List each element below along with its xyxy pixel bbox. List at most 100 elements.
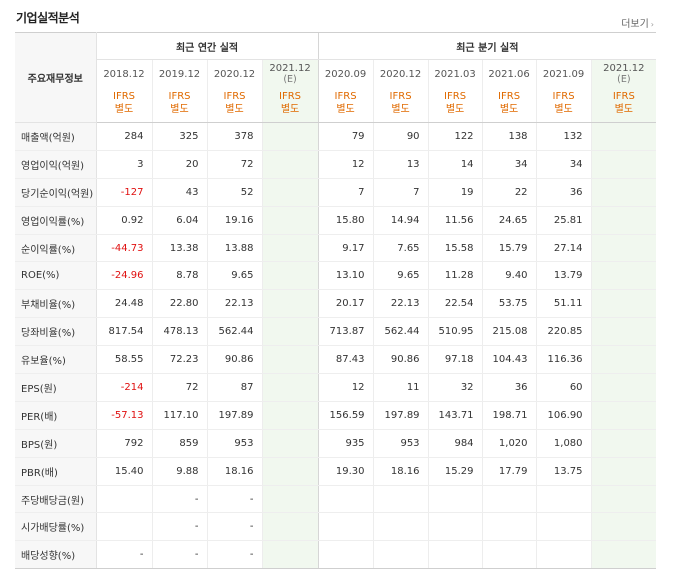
- table-cell: 87: [206, 373, 262, 402]
- table-row: 유보율(%) 58.55 72.23 90.86 87.43 90.86 97.18 104.…: [15, 345, 657, 375]
- table-cell: [590, 205, 657, 235]
- ifrs-label: IFRS: [552, 91, 575, 102]
- table-cell: 13.88: [206, 234, 262, 263]
- table-cell: [261, 150, 319, 179]
- table-cell: 22.13: [372, 289, 429, 319]
- table-cell: [535, 484, 592, 514]
- more-link[interactable]: 더보기 ›: [621, 15, 654, 30]
- table-cell: 18.16: [372, 457, 429, 486]
- table-cell: 8.78: [151, 261, 207, 291]
- table-row: 매출액(억원) 284 325 378 79 90 122 138 132: [15, 122, 657, 151]
- table-cell: 104.43: [481, 345, 537, 375]
- table-cell: 116.36: [535, 345, 592, 375]
- table-cell: 220.85: [535, 317, 592, 347]
- table-cell: 984: [427, 429, 483, 458]
- table-cell: 97.18: [427, 345, 483, 375]
- table-cell: -: [206, 484, 262, 514]
- table-cell: -: [151, 512, 207, 542]
- table-cell: 7: [317, 178, 374, 207]
- table-cell: 197.89: [372, 401, 429, 430]
- table-row: 영업이익(억원) 3 20 72 12 13 14 34 34: [15, 150, 657, 179]
- basis-label: 별도: [554, 104, 573, 115]
- table-cell: -127: [96, 178, 152, 207]
- ifrs-label: IFRS: [612, 91, 635, 102]
- ifrs-header: IFRS 별도: [317, 88, 374, 123]
- table-cell: 117.10: [151, 401, 207, 430]
- table-cell: [590, 289, 657, 319]
- table-cell: [261, 261, 319, 291]
- table-cell: 6.04: [151, 205, 207, 235]
- row-label: 유보율(%): [15, 345, 97, 375]
- table-cell: 87.43: [317, 345, 374, 375]
- table-cell: 13: [372, 150, 429, 179]
- table-cell: [427, 484, 483, 514]
- table-cell: [261, 205, 319, 235]
- table-cell: [261, 234, 319, 263]
- basis-label: 별도: [225, 104, 244, 115]
- table-cell: 72.23: [151, 345, 207, 375]
- ifrs-label: IFRS: [168, 91, 191, 102]
- table-cell: [261, 289, 319, 319]
- table-cell: 51.11: [535, 289, 592, 319]
- period-header: 2020.12: [372, 59, 429, 88]
- table-row: 배당성향(%) - - -: [15, 540, 657, 569]
- table-cell: 953: [206, 429, 262, 458]
- table-cell: 1,080: [535, 429, 592, 458]
- table-cell: -: [151, 484, 207, 514]
- table-cell: 12: [317, 150, 374, 179]
- period-header: 2021.06: [481, 59, 537, 88]
- table-cell: 36: [535, 178, 592, 207]
- table-cell: 60: [535, 373, 592, 402]
- period-header: 2018.12: [96, 60, 152, 89]
- table-cell: 27.14: [535, 234, 592, 263]
- row-label: 매출액(억원): [15, 122, 97, 151]
- table-cell: [590, 122, 657, 151]
- table-cell: 198.71: [481, 401, 537, 430]
- table-cell: 25.81: [535, 205, 592, 235]
- period-header: 2019.12: [151, 59, 207, 88]
- table-cell: 19: [427, 178, 483, 207]
- period-label: 2021.06: [488, 68, 530, 80]
- ifrs-header: IFRS 별도: [96, 88, 152, 123]
- basis-label: 별도: [614, 104, 634, 115]
- table-cell: 52: [206, 178, 262, 207]
- table-cell: -24.96: [96, 261, 152, 291]
- financial-table: 주요재무정보 최근 연간 실적 최근 분기 실적 2018.12 2019.12 2…: [15, 32, 657, 569]
- ifrs-label: IFRS: [279, 91, 302, 102]
- period-label: 2019.12: [158, 68, 201, 80]
- estimate-label: (E): [283, 73, 297, 85]
- table-cell: 17.79: [481, 457, 537, 486]
- table-cell: 156.59: [317, 401, 374, 430]
- row-label: 배당성향(%): [15, 540, 97, 569]
- table-cell: 138: [481, 122, 537, 151]
- basis-label: 별도: [170, 104, 189, 115]
- table-cell: 15.58: [427, 234, 483, 263]
- table-cell: 34: [535, 150, 592, 179]
- ifrs-label: IFRS: [444, 91, 467, 102]
- table-cell: 90: [372, 122, 429, 151]
- table-cell: -: [151, 540, 207, 569]
- period-header: 2021.12 (E): [590, 59, 657, 88]
- table-cell: 9.65: [206, 261, 262, 291]
- table-cell: [372, 512, 429, 542]
- table-cell: -: [206, 512, 262, 542]
- period-label: 2021.12: [269, 62, 311, 74]
- table-cell: [481, 484, 537, 514]
- table-cell: 79: [317, 122, 374, 151]
- table-cell: 3: [96, 150, 152, 179]
- table-cell: [590, 373, 657, 402]
- row-label: ROE(%): [15, 261, 97, 291]
- table-cell: [261, 457, 319, 486]
- period-header: 2020.09: [317, 59, 374, 88]
- table-cell: 22.54: [427, 289, 483, 319]
- table-cell: 122: [427, 122, 483, 151]
- table-cell: [261, 512, 319, 542]
- row-label: 영업이익률(%): [15, 205, 97, 235]
- table-cell: 0.92: [96, 205, 152, 235]
- table-cell: 7: [372, 178, 429, 207]
- table-cell: [96, 484, 152, 514]
- more-link-label[interactable]: 더보기: [621, 19, 649, 30]
- table-cell: 58.55: [96, 345, 152, 375]
- period-label: 2020.12: [213, 68, 256, 80]
- table-cell: -57.13: [96, 401, 152, 430]
